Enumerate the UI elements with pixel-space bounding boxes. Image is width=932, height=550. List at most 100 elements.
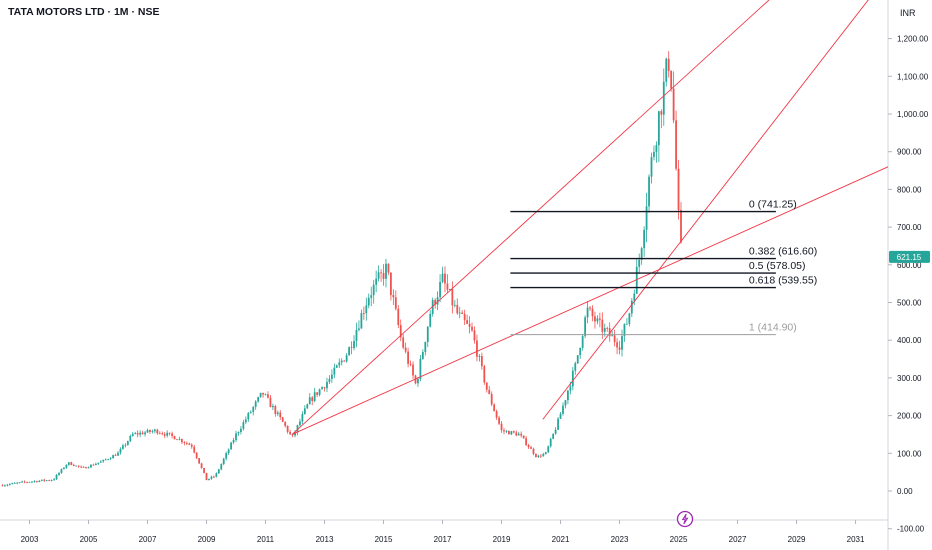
candle-body bbox=[122, 445, 124, 449]
candle-body bbox=[461, 312, 464, 314]
candle-body bbox=[286, 425, 289, 432]
candle-body bbox=[163, 434, 166, 436]
candle-body bbox=[188, 443, 191, 445]
candle-body bbox=[603, 328, 606, 332]
candle-body bbox=[316, 392, 319, 395]
candle-body bbox=[171, 433, 173, 436]
fib-level-label: 0.5 (578.05) bbox=[749, 260, 806, 272]
x-tick-label: 2023 bbox=[611, 535, 629, 544]
candle-body bbox=[503, 430, 505, 432]
candle-body bbox=[220, 464, 223, 470]
candle-body bbox=[635, 266, 638, 294]
candle-body bbox=[281, 417, 284, 422]
trendline[interactable] bbox=[291, 166, 889, 435]
candle-body bbox=[28, 481, 31, 483]
x-tick-label: 2031 bbox=[847, 535, 865, 544]
chart-title: TATA MOTORS LTD · 1M · NSE bbox=[8, 6, 160, 18]
candle-body bbox=[212, 476, 215, 478]
candle-body bbox=[67, 462, 70, 465]
candle-body bbox=[385, 263, 387, 279]
candle-body bbox=[65, 464, 68, 468]
candle-body bbox=[82, 466, 85, 468]
candle-body bbox=[16, 482, 19, 484]
candle-body bbox=[303, 408, 306, 415]
candle-body bbox=[468, 323, 471, 327]
candle-body bbox=[254, 401, 257, 407]
event-icon-ring bbox=[676, 510, 694, 528]
candle-body bbox=[451, 289, 454, 306]
candle-body bbox=[114, 455, 117, 457]
candle-body bbox=[628, 313, 631, 324]
candle-body bbox=[488, 389, 491, 394]
candle-body bbox=[85, 467, 87, 469]
candle-body bbox=[535, 453, 537, 457]
candle-body bbox=[355, 329, 358, 342]
x-tick-label: 2029 bbox=[788, 535, 806, 544]
candle-body bbox=[399, 325, 402, 338]
candle-body bbox=[107, 459, 110, 460]
candle-body bbox=[537, 455, 540, 457]
candle-body bbox=[183, 442, 186, 444]
candle-body bbox=[640, 248, 643, 260]
candle-body bbox=[247, 412, 250, 420]
candle-body bbox=[136, 433, 139, 435]
candle-body bbox=[571, 370, 574, 387]
trendline[interactable] bbox=[542, 0, 888, 420]
candle-body bbox=[195, 452, 198, 459]
lightning-bolt-icon[interactable] bbox=[676, 510, 694, 528]
candle-body bbox=[87, 467, 90, 469]
candle-body bbox=[409, 363, 412, 365]
candle-body bbox=[453, 304, 456, 306]
candle-body bbox=[129, 435, 132, 442]
x-tick-label: 2005 bbox=[80, 535, 98, 544]
candle-body bbox=[249, 411, 252, 413]
candle-body bbox=[606, 328, 609, 329]
candle-body bbox=[284, 421, 287, 426]
candle-body bbox=[618, 347, 621, 350]
candle-body bbox=[633, 293, 636, 301]
candle-body bbox=[198, 458, 201, 464]
candle-body bbox=[677, 168, 680, 211]
candle-body bbox=[151, 431, 154, 433]
candle-body bbox=[131, 433, 134, 436]
candle-body bbox=[350, 347, 353, 349]
candle-body bbox=[4, 485, 6, 487]
candle-body bbox=[161, 433, 164, 435]
y-tick-label: 400.00 bbox=[897, 336, 922, 345]
candle-body bbox=[274, 405, 277, 415]
fib-level-label: 0.382 (616.60) bbox=[749, 246, 817, 258]
candle-body bbox=[26, 482, 28, 483]
candle-body bbox=[90, 464, 92, 468]
candle-body bbox=[225, 453, 228, 459]
candle-body bbox=[554, 429, 557, 434]
candle-body bbox=[333, 367, 336, 375]
candle-body bbox=[358, 328, 360, 330]
candle-body bbox=[313, 392, 316, 401]
candles-group bbox=[1, 51, 682, 487]
y-tick-label: 600.00 bbox=[897, 261, 922, 270]
candle-body bbox=[407, 351, 410, 364]
candle-body bbox=[144, 432, 146, 435]
candle-body bbox=[500, 423, 503, 431]
candle-body bbox=[299, 421, 301, 426]
candle-body bbox=[50, 480, 53, 481]
candle-body bbox=[102, 459, 105, 462]
candle-body bbox=[33, 481, 36, 482]
candle-body bbox=[608, 328, 611, 337]
candle-body bbox=[601, 319, 604, 332]
candle-body bbox=[478, 355, 481, 357]
candle-body bbox=[680, 210, 682, 243]
candle-body bbox=[208, 478, 210, 481]
trendline[interactable] bbox=[291, 0, 888, 435]
candle-body bbox=[549, 438, 552, 447]
candle-body bbox=[508, 431, 510, 435]
y-tick-label: -100.00 bbox=[897, 525, 925, 534]
lightning-glyph bbox=[681, 513, 689, 525]
candle-body bbox=[353, 341, 355, 349]
candle-body bbox=[235, 433, 237, 441]
candle-body bbox=[222, 458, 225, 465]
candle-body bbox=[156, 429, 159, 434]
x-tick-label: 2013 bbox=[316, 535, 334, 544]
